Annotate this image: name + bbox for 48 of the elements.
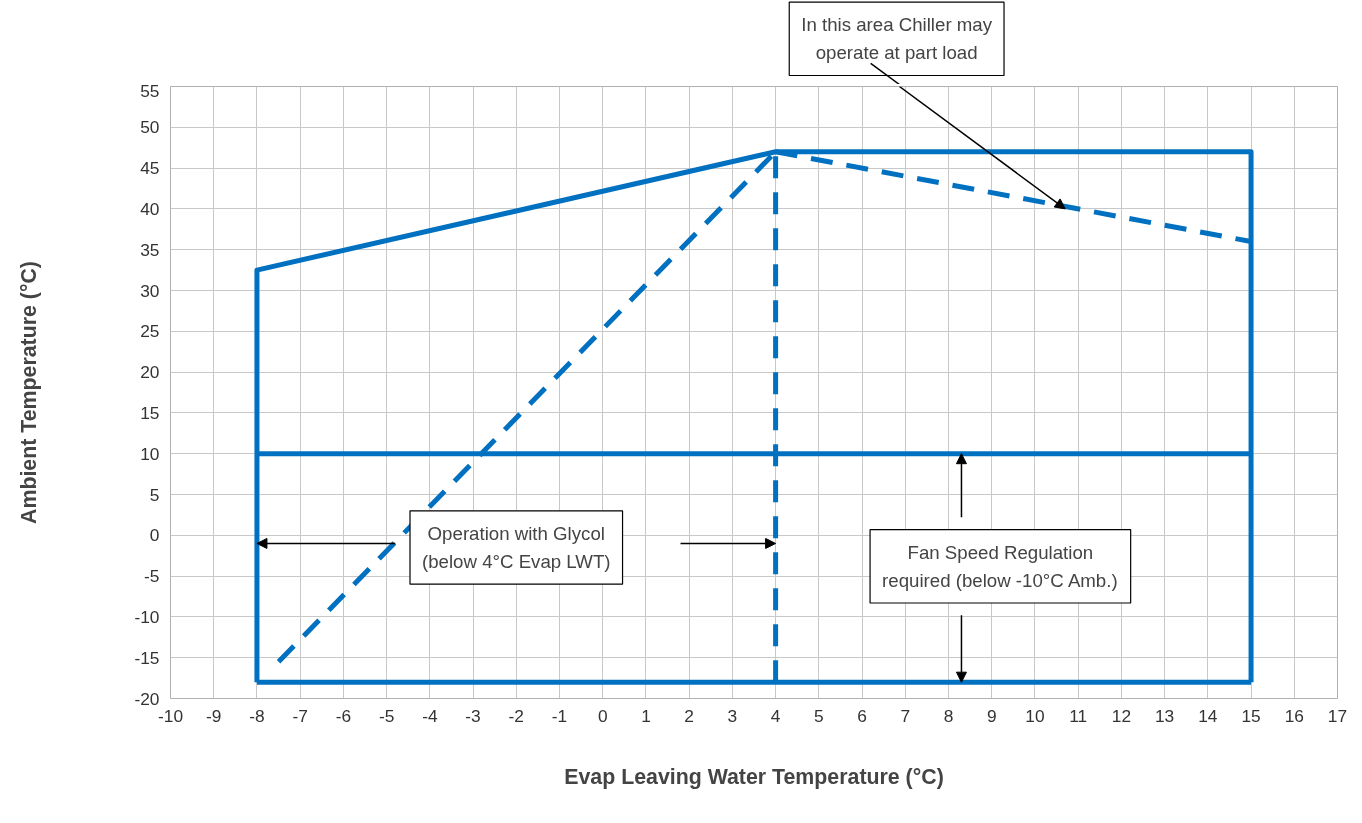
x-tick-label: -2 [508, 705, 524, 726]
x-tick-label: 10 [1025, 705, 1045, 726]
y-tick-label: -5 [144, 566, 160, 587]
x-tick-label: 5 [814, 705, 824, 726]
y-tick-label: 45 [140, 158, 160, 179]
x-tick-label: -1 [551, 705, 568, 726]
y-tick-label: 25 [140, 321, 160, 342]
x-tick-label: 12 [1111, 705, 1132, 726]
x-tick-label: 2 [684, 705, 694, 726]
y-tick-label: 20 [140, 362, 160, 383]
y-tick-label: -15 [134, 647, 160, 668]
y-tick-label: 30 [140, 280, 160, 301]
x-tick-label: -5 [378, 705, 395, 726]
x-tick-label: 3 [727, 705, 738, 726]
y-tick-label: -10 [134, 606, 160, 627]
y-tick-label: 0 [149, 525, 160, 546]
x-tick-label: 4 [770, 705, 781, 726]
x-tick-label: 1 [641, 705, 651, 726]
y-tick-label: 50 [140, 117, 160, 138]
x-tick-label: 7 [900, 705, 911, 726]
x-tick-label: 17 [1327, 705, 1348, 726]
x-tick-label: 14 [1198, 705, 1218, 726]
y-tick-label: 35 [140, 239, 160, 260]
x-tick-label: -7 [292, 705, 308, 726]
x-tick-label: -8 [249, 705, 265, 726]
x-tick-label: -4 [422, 705, 438, 726]
annotation: Operation with Glycol (below 4°C Evap LWT) [422, 522, 611, 573]
y-tick-label: 40 [140, 198, 160, 219]
x-tick-label: 0 [597, 705, 608, 726]
y-tick-label: 15 [140, 402, 160, 423]
y-axis-title: Ambient Temperature (°C) [17, 261, 42, 524]
x-tick-label: -3 [465, 705, 481, 726]
x-tick-label: 11 [1069, 705, 1088, 726]
x-tick-label: 16 [1284, 705, 1304, 726]
x-tick-label: 9 [986, 705, 997, 726]
x-tick-label: 15 [1241, 705, 1261, 726]
annotation: In this area Chiller may operate at part load [801, 14, 993, 64]
annotation: Fan Speed Regulation required (below -10°C Amb.) [882, 541, 1118, 591]
x-axis-title: Evap Leaving Water Temperature (°C) [564, 764, 944, 789]
y-tick-label: -20 [134, 688, 160, 709]
x-tick-label: -6 [335, 705, 352, 726]
x-tick-label: 13 [1154, 705, 1175, 726]
x-tick-label: -9 [206, 705, 222, 726]
y-tick-label: 55 [140, 80, 160, 101]
x-tick-label: 8 [943, 705, 954, 726]
y-tick-label: 5 [149, 484, 160, 505]
y-tick-label: 10 [140, 443, 160, 464]
x-tick-label: 6 [857, 705, 867, 726]
